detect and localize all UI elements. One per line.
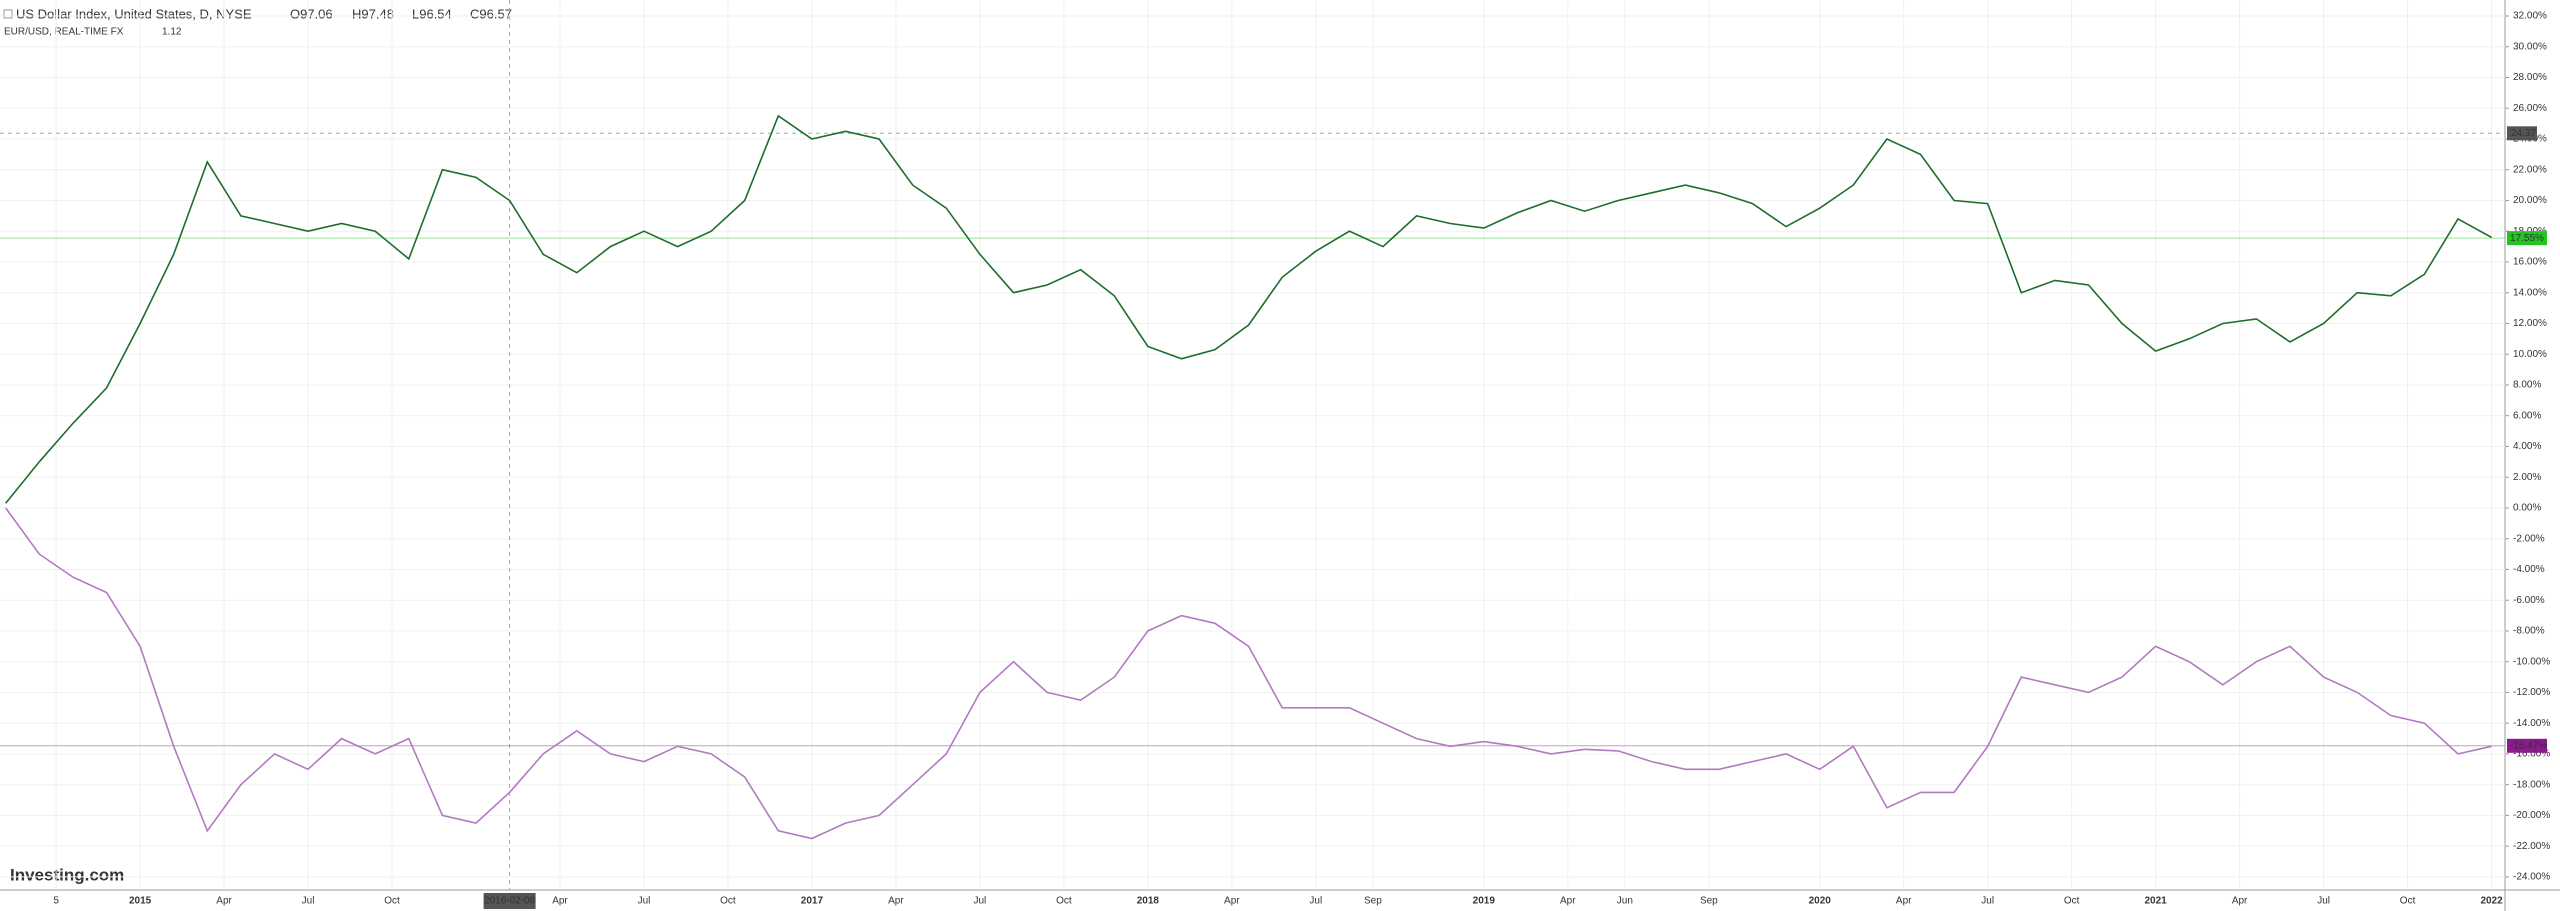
symbol: US Dollar Index, United States, D, NYSE (16, 6, 252, 21)
last-value-label-bg (2507, 738, 2547, 753)
x-tick-label: Oct (720, 896, 736, 907)
y-tick-label: 10.00% (2513, 349, 2547, 360)
x-tick-label: Apr (1560, 896, 1576, 907)
y-tick-label: 26.00% (2513, 103, 2547, 114)
x-tick-label: 2021 (2145, 896, 2168, 907)
x-tick-label: Apr (552, 896, 568, 907)
y-tick-label: -14.00% (2513, 718, 2550, 729)
header: US Dollar Index, United States, D, NYSE … (3, 6, 512, 38)
y-tick-label: 14.00% (2513, 287, 2547, 298)
series-line (5, 507, 2492, 840)
y-tick-label: -4.00% (2513, 564, 2545, 575)
y-tick-label: -24.00% (2513, 872, 2550, 883)
x-tick-label: Jul (1309, 896, 1322, 907)
x-tick-label: 2015 (129, 896, 152, 907)
close: C96.57 (470, 6, 512, 21)
high: H97.48 (352, 6, 394, 21)
y-tick-label: -10.00% (2513, 656, 2550, 667)
y-tick-label: 32.00% (2513, 11, 2547, 22)
x-tick-label: Sep (1700, 896, 1718, 907)
x-tick-label: Oct (2400, 896, 2416, 907)
crosshair-y-label-bg (2507, 126, 2537, 141)
crosshair-x-label-bg (483, 893, 536, 909)
y-tick-label: 0.00% (2513, 503, 2541, 514)
x-tick-label: Jul (1981, 896, 1994, 907)
y-tick-label: 22.00% (2513, 164, 2547, 175)
x-tick-label: Jul (638, 896, 651, 907)
logo: Investing.com (10, 865, 124, 884)
y-tick-label: -2.00% (2513, 533, 2545, 544)
y-tick-label: 12.00% (2513, 318, 2547, 329)
x-tick-label: 5 (53, 896, 59, 907)
series-line (5, 114, 2492, 504)
icon (3, 9, 13, 19)
grid (0, 0, 2505, 890)
y-tick-label: -18.00% (2513, 779, 2550, 790)
x-tick-label: 2022 (2480, 896, 2503, 907)
y-tick-label: 30.00% (2513, 41, 2547, 52)
y-tick-label: -8.00% (2513, 626, 2545, 637)
crosshair-y-label: 24.37 (2511, 128, 2536, 139)
y-tick-label: 20.00% (2513, 195, 2547, 206)
x-tick-label: Apr (888, 896, 904, 907)
y-tick-label: -20.00% (2513, 810, 2550, 821)
y-tick-label: -6.00% (2513, 595, 2545, 606)
x-tick-label: Sep (1364, 896, 1382, 907)
last-value-label: 17.55% (2510, 233, 2544, 244)
low: L96.54 (412, 6, 452, 21)
x-tick-label: Jul (2317, 896, 2330, 907)
y-tick-label: 6.00% (2513, 410, 2541, 421)
x-tick-label: Oct (1056, 896, 1072, 907)
x-tick-label: 2019 (1473, 896, 1496, 907)
x-tick-label: Apr (216, 896, 232, 907)
y-tick-label: 28.00% (2513, 72, 2547, 83)
y-tick-label: 2.00% (2513, 472, 2541, 483)
x-tick-label: 2017 (801, 896, 824, 907)
y-tick-label: 8.00% (2513, 380, 2541, 391)
last-value-label-bg (2507, 231, 2547, 246)
x-tick-label: Jul (973, 896, 986, 907)
x-tick-label: Oct (384, 896, 400, 907)
y-tick-label: 16.00% (2513, 257, 2547, 268)
y-tick-label: 4.00% (2513, 441, 2541, 452)
compare-symbol: EUR/USD, REAL-TIME FX (4, 27, 124, 38)
open: O97.06 (290, 6, 333, 21)
x-tick-label: Apr (2232, 896, 2248, 907)
x-tick-label: 2018 (1137, 896, 1160, 907)
x-tick-label: Apr (1896, 896, 1912, 907)
x-tick-label: Jul (302, 896, 315, 907)
x-tick-label: 2020 (1809, 896, 1832, 907)
y-tick-label: -16.00% (2513, 749, 2550, 760)
compare-value: 1.12 (162, 27, 182, 38)
x-tick-label: Jun (1617, 896, 1633, 907)
y-tick-label: -12.00% (2513, 687, 2550, 698)
last-value-label: -15.47% (2510, 740, 2547, 751)
x-tick-label: Apr (1224, 896, 1240, 907)
y-tick-label: -22.00% (2513, 841, 2550, 852)
crosshair-x-label: 2016-02-08 (484, 896, 536, 907)
x-tick-label: Oct (2064, 896, 2080, 907)
